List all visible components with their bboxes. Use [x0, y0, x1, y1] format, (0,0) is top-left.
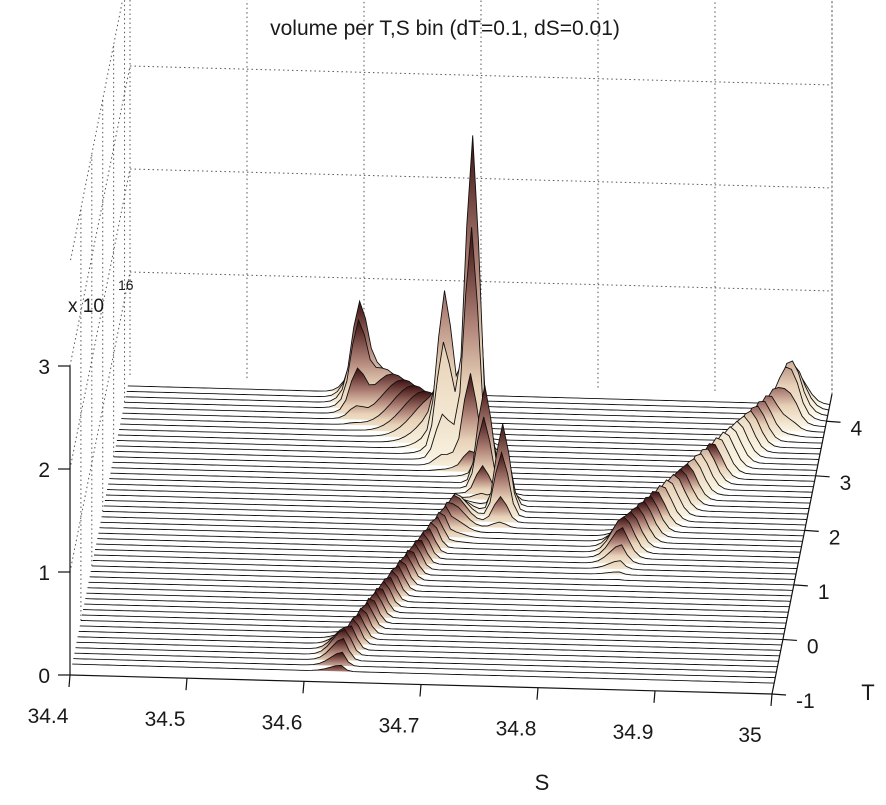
x-tick-label: 34.6 — [262, 711, 303, 734]
x-axis-label: S — [535, 770, 550, 795]
surface-mesh-line — [88, 565, 791, 602]
surface-mesh-line — [77, 617, 780, 657]
y-tick-label: 0 — [807, 635, 819, 658]
z-tick-label: 1 — [38, 562, 50, 585]
x-tick-label: 34.7 — [379, 715, 420, 738]
x-tick-label: 35 — [738, 724, 761, 747]
back-wall-horizontal-gridline — [129, 168, 833, 189]
surface-mesh-line — [100, 501, 803, 542]
surface-mesh-line — [84, 588, 787, 624]
y-axis-line — [771, 393, 833, 695]
x-axis-tick — [185, 678, 188, 691]
surface-strip-fill — [113, 373, 816, 476]
surface-strip-fill — [101, 496, 804, 536]
surface-mesh-line — [83, 591, 786, 629]
surface-strip-fill — [95, 532, 798, 569]
x-axis-tick — [68, 674, 71, 688]
surface-mesh-line — [101, 496, 804, 537]
x-tick-label: 34.8 — [496, 718, 537, 741]
surface-mesh-line — [102, 491, 805, 531]
z-multiplier-exponent: 16 — [118, 277, 134, 293]
surface-mesh-line — [99, 506, 802, 548]
surface-mesh-line — [73, 651, 776, 679]
y-axis-label: T — [861, 680, 874, 705]
surface-strip-fill — [94, 540, 796, 574]
surface-mesh-line — [72, 663, 775, 684]
back-wall-grid — [69, 0, 833, 621]
y-axis-tick — [782, 638, 797, 642]
chart-title: volume per T,S bin (dT=0.1, dS=0.01) — [270, 17, 620, 40]
surface-mesh-line — [97, 516, 800, 559]
surface-mesh-line — [78, 613, 781, 651]
back-wall-horizontal-gridline — [129, 271, 833, 292]
y-axis-tick — [804, 529, 819, 532]
surface-mesh-line — [80, 602, 783, 640]
surface-strip-fill — [114, 227, 817, 471]
surface-mesh-line — [98, 510, 801, 553]
y-axis-tick — [815, 475, 830, 478]
surface-mesh-line — [108, 463, 811, 504]
surface-mesh-line — [95, 531, 798, 569]
x-tick-label: 34.4 — [28, 705, 69, 728]
surface-mesh-line — [81, 597, 785, 635]
surface-mesh-line — [85, 580, 788, 619]
z-tick-label: 2 — [38, 459, 50, 482]
z-tick-label: 0 — [38, 665, 50, 688]
x-axis-tick — [653, 690, 656, 703]
surface-mesh-line — [87, 569, 790, 608]
surface-strip-fill — [112, 443, 815, 482]
surface-mesh-line — [90, 553, 793, 591]
x-axis-tick — [536, 687, 539, 700]
side-wall-gridline — [69, 65, 131, 367]
z-multiplier: x 10 16 — [68, 277, 134, 317]
surface-mesh-line — [79, 607, 782, 646]
y-tick-label: -1 — [796, 690, 815, 713]
surface-mesh-line — [92, 542, 795, 580]
surface-mesh-line — [76, 625, 779, 662]
y-tick-label: 1 — [818, 581, 830, 604]
x-tick-label: 34.9 — [613, 721, 654, 744]
z-multiplier-base: x 10 — [68, 296, 104, 317]
surface-mesh-line — [74, 637, 777, 673]
x-axis-tick — [770, 693, 773, 707]
x-axis-tick — [419, 684, 422, 697]
y-axis-tick — [771, 693, 787, 696]
surface-mesh-line — [75, 628, 778, 668]
surface-mesh-line — [109, 416, 812, 499]
surface-mesh-line — [89, 559, 792, 597]
surface-mesh-line — [96, 526, 799, 564]
axes: 0 1 2 3 34.4 34.5 34.6 34.7 34.8 34.9 35 -1 0 1 2 3 4 — [28, 356, 863, 747]
surface-mesh-line — [103, 450, 806, 526]
back-wall-horizontal-gridline — [129, 65, 833, 86]
surface-mesh-line — [110, 385, 813, 493]
surface-mesh — [72, 135, 830, 684]
y-axis-tick — [826, 420, 841, 423]
surface-mesh-line — [93, 539, 797, 575]
y-tick-label: 3 — [840, 472, 852, 495]
surface-mesh-line — [91, 549, 794, 586]
x-tick-label: 34.5 — [145, 708, 186, 731]
surface-mesh-line — [86, 576, 789, 613]
z-tick-label: 3 — [38, 356, 50, 379]
y-tick-label: 2 — [829, 526, 841, 549]
y-tick-label: 4 — [851, 417, 863, 440]
y-axis-tick — [793, 584, 808, 587]
side-wall-top-edge — [69, 0, 124, 264]
side-wall-gridline — [69, 271, 131, 573]
side-wall-gridline — [69, 168, 131, 470]
x-axis-tick — [302, 681, 305, 694]
